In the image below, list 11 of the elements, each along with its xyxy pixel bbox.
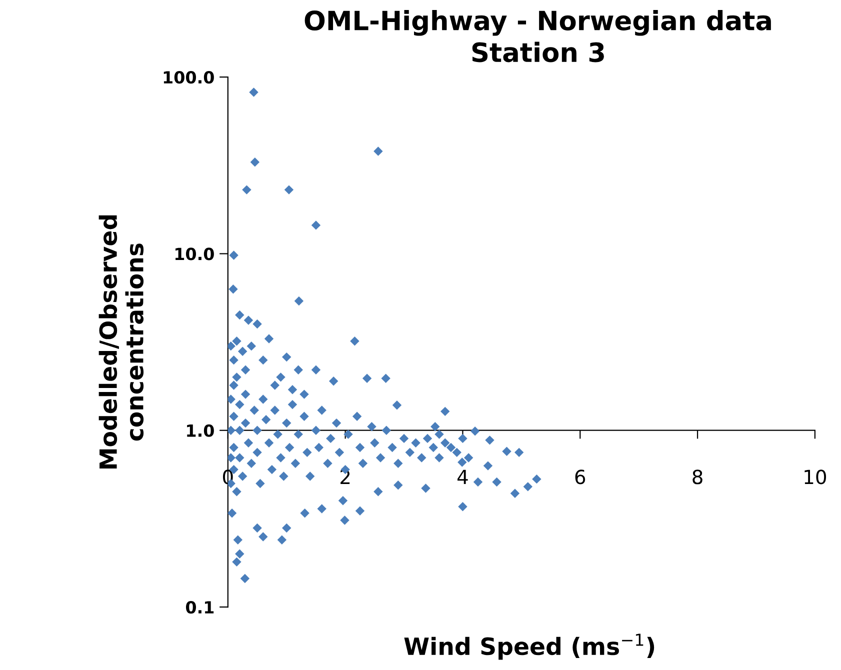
x-tick-label: 4 [457, 470, 468, 484]
chart-title: OML-Highway - Norwegian data Station 3 [304, 10, 771, 62]
y-tick-label: 100.0 [164, 71, 214, 84]
y-tick-label: 0.1 [186, 600, 214, 614]
x-tick-label: 8 [692, 470, 702, 484]
x-tick-label: 6 [575, 470, 586, 484]
x-axis-title: Wind Speed (ms$^{−1}$) [404, 634, 654, 660]
y-tick-label: 10.0 [175, 248, 214, 260]
y-tick-label: 1.0 [187, 424, 214, 437]
x-tick-label: 10 [804, 470, 826, 484]
y-axis-title: Modelled/Observed concentrations [98, 215, 144, 469]
